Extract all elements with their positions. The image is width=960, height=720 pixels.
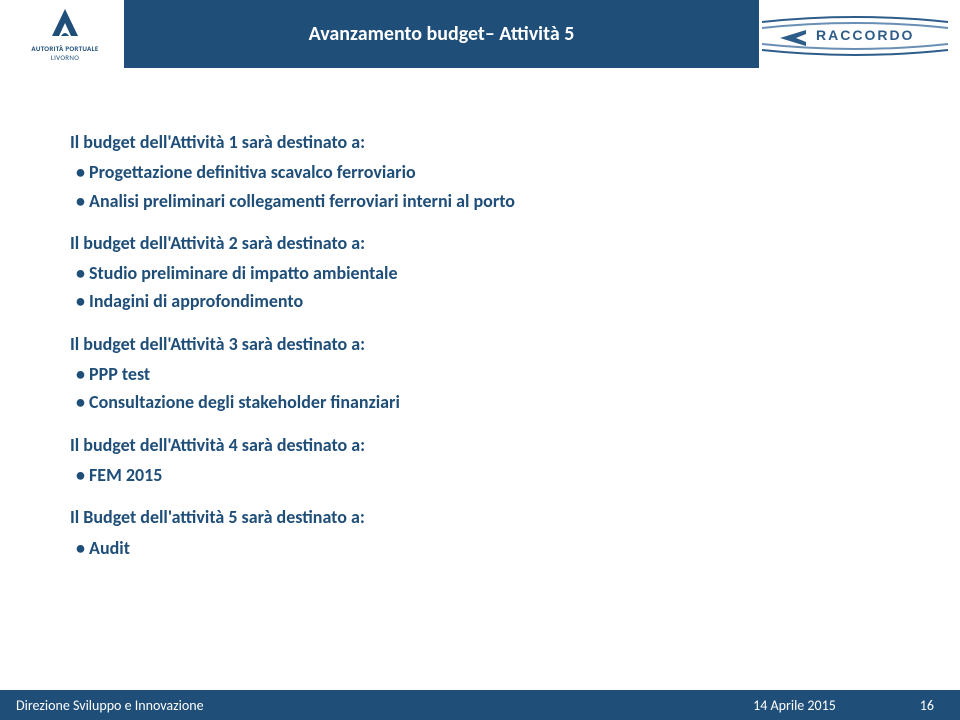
- section-heading: Il budget dell'Attività 3 sarà destinato…: [70, 332, 890, 356]
- section-heading: Il Budget dell'attività 5 sarà destinato…: [70, 505, 890, 529]
- list-item: Consultazione degli stakeholder finanzia…: [76, 390, 890, 414]
- logo-left-icon: [47, 6, 83, 42]
- list-item: PPP test: [76, 362, 890, 386]
- logo-left-line2: LIVORNO: [14, 53, 116, 62]
- list-item: FEM 2015: [76, 463, 890, 487]
- section-heading: Il budget dell'Attività 2 sarà destinato…: [70, 231, 890, 255]
- section-list: Studio preliminare di impatto ambientale…: [76, 261, 890, 314]
- section-heading: Il budget dell'Attività 4 sarà destinato…: [70, 433, 890, 457]
- logo-left: AUTORITÀ PORTUALE LIVORNO: [14, 6, 116, 62]
- logo-right: RACCORDO: [760, 8, 950, 60]
- section-list: PPP test Consultazione degli stakeholder…: [76, 362, 890, 415]
- section-list: Progettazione definitiva scavalco ferrov…: [76, 160, 890, 213]
- footer-left: Direzione Sviluppo e Innovazione: [16, 697, 204, 714]
- list-item: Analisi preliminari collegamenti ferrovi…: [76, 189, 890, 213]
- section-list: Audit: [76, 536, 890, 560]
- slide-body: Il budget dell'Attività 1 sarà destinato…: [70, 130, 890, 578]
- header-title: Avanzamento budget– Attività 5: [124, 22, 759, 46]
- logo-right-text: RACCORDO: [816, 27, 914, 43]
- section-heading: Il budget dell'Attività 1 sarà destinato…: [70, 130, 890, 154]
- list-item: Studio preliminare di impatto ambientale: [76, 261, 890, 285]
- footer-bar: Direzione Sviluppo e Innovazione 14 Apri…: [0, 690, 960, 720]
- footer-page: 16: [920, 697, 934, 714]
- list-item: Indagini di approfondimento: [76, 289, 890, 313]
- list-item: Audit: [76, 536, 890, 560]
- logo-left-line1: AUTORITÀ PORTUALE: [14, 44, 116, 53]
- section-list: FEM 2015: [76, 463, 890, 487]
- list-item: Progettazione definitiva scavalco ferrov…: [76, 160, 890, 184]
- footer-right: 14 Aprile 2015 16: [753, 697, 934, 714]
- header-bar: AUTORITÀ PORTUALE LIVORNO Avanzamento bu…: [0, 0, 960, 68]
- footer-date: 14 Aprile 2015: [753, 697, 836, 714]
